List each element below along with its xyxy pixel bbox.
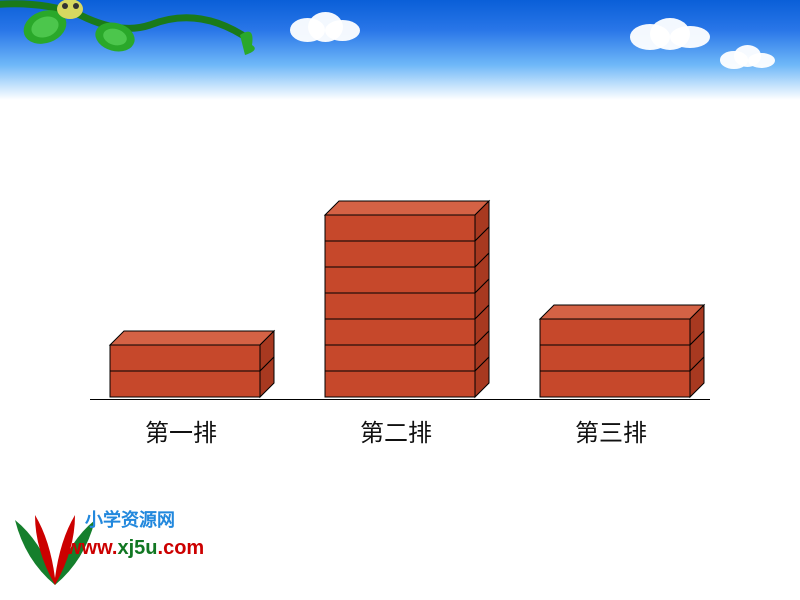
brick-column [110, 333, 274, 399]
brick-3d-faces [325, 201, 491, 399]
footer-url: www.xj5u.com [66, 537, 204, 560]
brick-3d-faces [110, 331, 276, 399]
footer-logo: 小学资源网 www.xj5u.com [10, 500, 250, 590]
column-label: 第三排 [575, 413, 647, 448]
brick-column [540, 307, 704, 399]
url-mid: xj5u [117, 537, 157, 559]
brick-3d-faces [540, 305, 706, 399]
column-label: 第一排 [145, 413, 217, 448]
footer-site-name: 小学资源网 [85, 506, 175, 532]
brick-column [325, 203, 489, 399]
vine-decoration [0, 0, 260, 85]
column-label: 第二排 [360, 413, 432, 448]
chart-baseline [90, 399, 710, 400]
url-suffix: .com [158, 537, 205, 559]
url-prefix: www. [66, 537, 117, 559]
brick-chart: 第一排 第二排 第三排 [90, 140, 710, 460]
